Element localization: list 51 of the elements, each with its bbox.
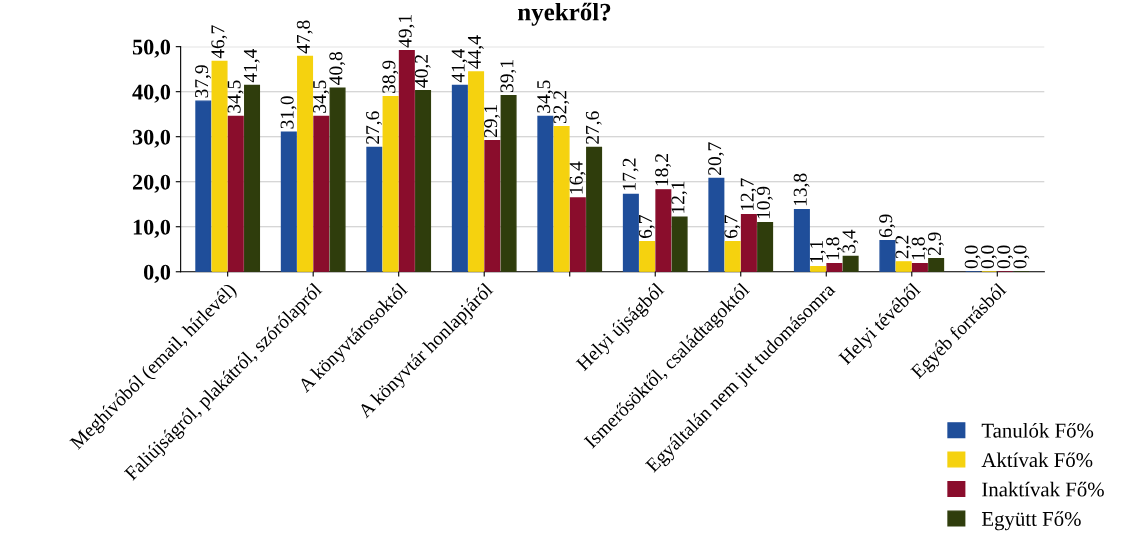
data-label: 41,4: [243, 48, 260, 83]
data-label: 1,1: [809, 240, 826, 263]
y-tick-label: 40,0: [132, 84, 171, 103]
data-label: 0,0: [1013, 245, 1030, 269]
data-label: 0,0: [964, 245, 981, 269]
chart-title: nyekről?: [517, 2, 611, 26]
data-label: 18,2: [655, 154, 672, 186]
legend-label: Tanulók Fő%: [981, 422, 1094, 438]
y-tick-label: 50,0: [132, 39, 171, 58]
data-label: 41,4: [451, 48, 468, 83]
data-label: 6,7: [638, 215, 655, 238]
data-label: 38,9: [382, 60, 399, 93]
data-label: 1,8: [911, 237, 928, 260]
data-label: 34,5: [227, 80, 244, 113]
data-label: 1,8: [826, 237, 843, 260]
data-label: 20,7: [708, 142, 725, 175]
data-label: 39,1: [500, 60, 517, 93]
data-label: 6,9: [879, 214, 896, 238]
data-label: 27,6: [366, 111, 382, 144]
data-label: 10,9: [756, 186, 773, 219]
data-label: 44,4: [467, 35, 484, 69]
data-label: 6,7: [724, 215, 741, 238]
data-label: 27,6: [585, 111, 602, 144]
data-label: 34,5: [313, 80, 329, 113]
y-tick-label: 0,0: [143, 264, 171, 283]
y-tick-label: 20,0: [132, 174, 171, 193]
data-label: 17,2: [622, 158, 639, 190]
data-label: 29,1: [484, 105, 500, 138]
data-label: 40,8: [329, 52, 346, 85]
data-label: 3,4: [842, 229, 859, 253]
data-label: 47,8: [296, 20, 313, 54]
data-label: 12,1: [671, 181, 688, 213]
y-tick-label: 10,0: [133, 219, 171, 238]
data-label: 13,8: [793, 173, 810, 206]
legend-label: Aktívak Fő%: [981, 452, 1093, 468]
data-label: 46,7: [211, 25, 228, 59]
data-label: 31,0: [280, 96, 297, 129]
data-label: 40,2: [414, 55, 431, 88]
data-label: 0,0: [997, 245, 1014, 269]
data-label: 2,2: [895, 235, 912, 259]
y-tick-label: 30,0: [132, 129, 171, 148]
legend-label: Együtt Fő%: [981, 511, 1081, 531]
data-label: 0,0: [980, 245, 997, 269]
data-label: 37,9: [195, 65, 211, 98]
data-label: 12,7: [740, 178, 757, 211]
data-label: 2,9: [927, 232, 944, 256]
data-label: 32,2: [553, 91, 570, 124]
legend-label: Inaktívak Fő%: [982, 481, 1104, 497]
data-label: 49,1: [398, 15, 415, 48]
data-label: 16,4: [569, 161, 586, 194]
data-label: 34,5: [537, 80, 554, 113]
